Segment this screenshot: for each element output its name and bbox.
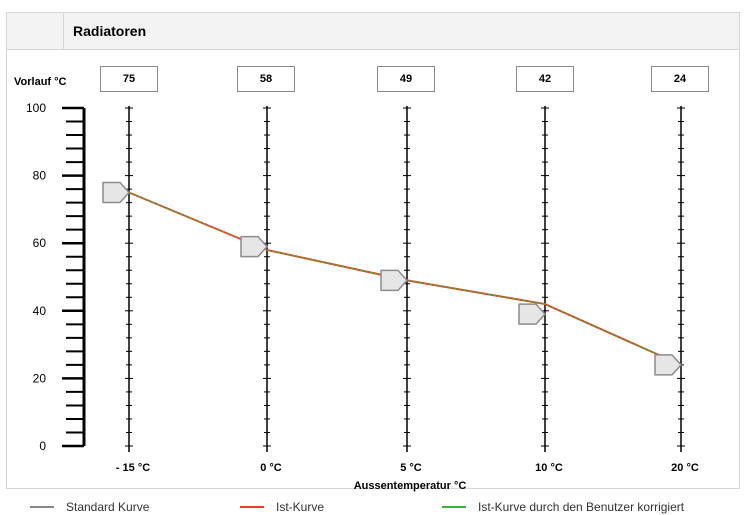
curve-point-handle[interactable]: [654, 354, 682, 376]
x-tick-label: 5 °C: [400, 462, 422, 474]
legend-item-standard: Standard Kurve: [30, 500, 149, 514]
legend-swatch: [442, 506, 466, 508]
temperature-axes: - 15 °C 0 °C 5 °C 10 °C 20 °C: [116, 106, 699, 474]
vorlauf-label: Vorlauf °C: [14, 76, 67, 88]
x-tick-label: 10 °C: [535, 462, 563, 474]
x-axis-title: Aussentemperatur °C: [353, 480, 467, 492]
vorlauf-value-box[interactable]: 24: [651, 66, 709, 92]
legend-label: Ist-Kurve durch den Benutzer korrigiert: [478, 500, 685, 514]
curve-markers[interactable]: [102, 181, 682, 376]
y-scale: 100 80 60 40 20 0: [26, 101, 86, 453]
legend-item-ist: Ist-Kurve: [240, 500, 324, 514]
curve-point-handle[interactable]: [380, 269, 408, 292]
curve-point-handle[interactable]: [240, 235, 268, 258]
vorlauf-value-box[interactable]: 75: [100, 66, 158, 92]
panel-title: Radiatoren: [73, 23, 147, 39]
x-tick-label: 20 °C: [671, 462, 699, 474]
y-tick-label: 60: [33, 236, 47, 250]
y-tick-label: 0: [39, 439, 46, 453]
legend-swatch: [30, 506, 54, 508]
x-tick-label: - 15 °C: [116, 462, 150, 474]
legend-label: Ist-Kurve: [276, 500, 325, 514]
y-tick-label: 20: [33, 371, 47, 385]
curve-point-handle[interactable]: [102, 181, 130, 204]
panel-header: Radiatoren: [7, 13, 739, 50]
curve-point-handle[interactable]: [518, 303, 546, 325]
legend: Standard Kurve Ist-Kurve Ist-Kurve durch…: [0, 500, 744, 515]
y-tick-label: 80: [33, 169, 47, 183]
y-tick-label: 40: [33, 304, 47, 318]
legend-swatch: [240, 506, 264, 508]
vorlauf-value-box[interactable]: 58: [237, 66, 295, 92]
vorlauf-value-box[interactable]: 49: [377, 66, 435, 92]
y-tick-label: 100: [26, 101, 46, 115]
legend-label: Standard Kurve: [66, 500, 150, 514]
vorlauf-value-box[interactable]: 42: [516, 66, 574, 92]
legend-item-corrected: Ist-Kurve durch den Benutzer korrigiert: [442, 500, 684, 514]
header-notch: [13, 13, 64, 49]
x-tick-label: 0 °C: [260, 462, 282, 474]
